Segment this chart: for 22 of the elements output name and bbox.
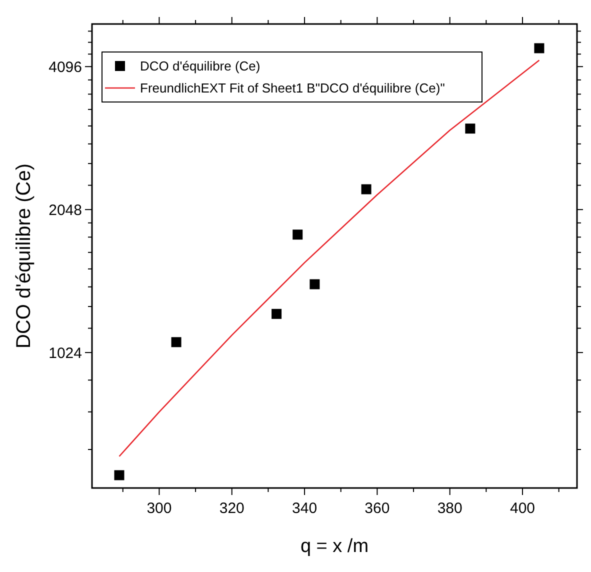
point: [361, 184, 372, 194]
legend-label: FreundlichEXT Fit of Sheet1 B"DCO d'équilibre (Ce)": [140, 80, 446, 96]
x-axis-title: q = x /m: [300, 536, 369, 557]
y-tick-label: 2048: [48, 202, 82, 219]
x-tick-label: 360: [364, 500, 390, 517]
point: [534, 43, 544, 54]
point: [171, 337, 182, 348]
point: [114, 470, 124, 480]
point: [292, 230, 303, 240]
x-tick-label: 320: [219, 500, 244, 517]
point: [465, 124, 476, 134]
x-tick-label: 380: [437, 500, 462, 517]
legend-label: DCO d'équilibre (Ce): [140, 58, 260, 74]
x-tick-label: 340: [292, 500, 318, 517]
x-tick-label: 300: [146, 500, 172, 517]
y-axis-title: DCO d'équilibre (Ce): [13, 164, 35, 348]
y-tick-label: 1024: [48, 344, 82, 362]
point: [272, 308, 282, 319]
line-series: [118, 60, 540, 458]
point: [310, 279, 320, 290]
y-tick-label: 4096: [48, 58, 82, 76]
x-tick-label: 400: [510, 500, 536, 517]
